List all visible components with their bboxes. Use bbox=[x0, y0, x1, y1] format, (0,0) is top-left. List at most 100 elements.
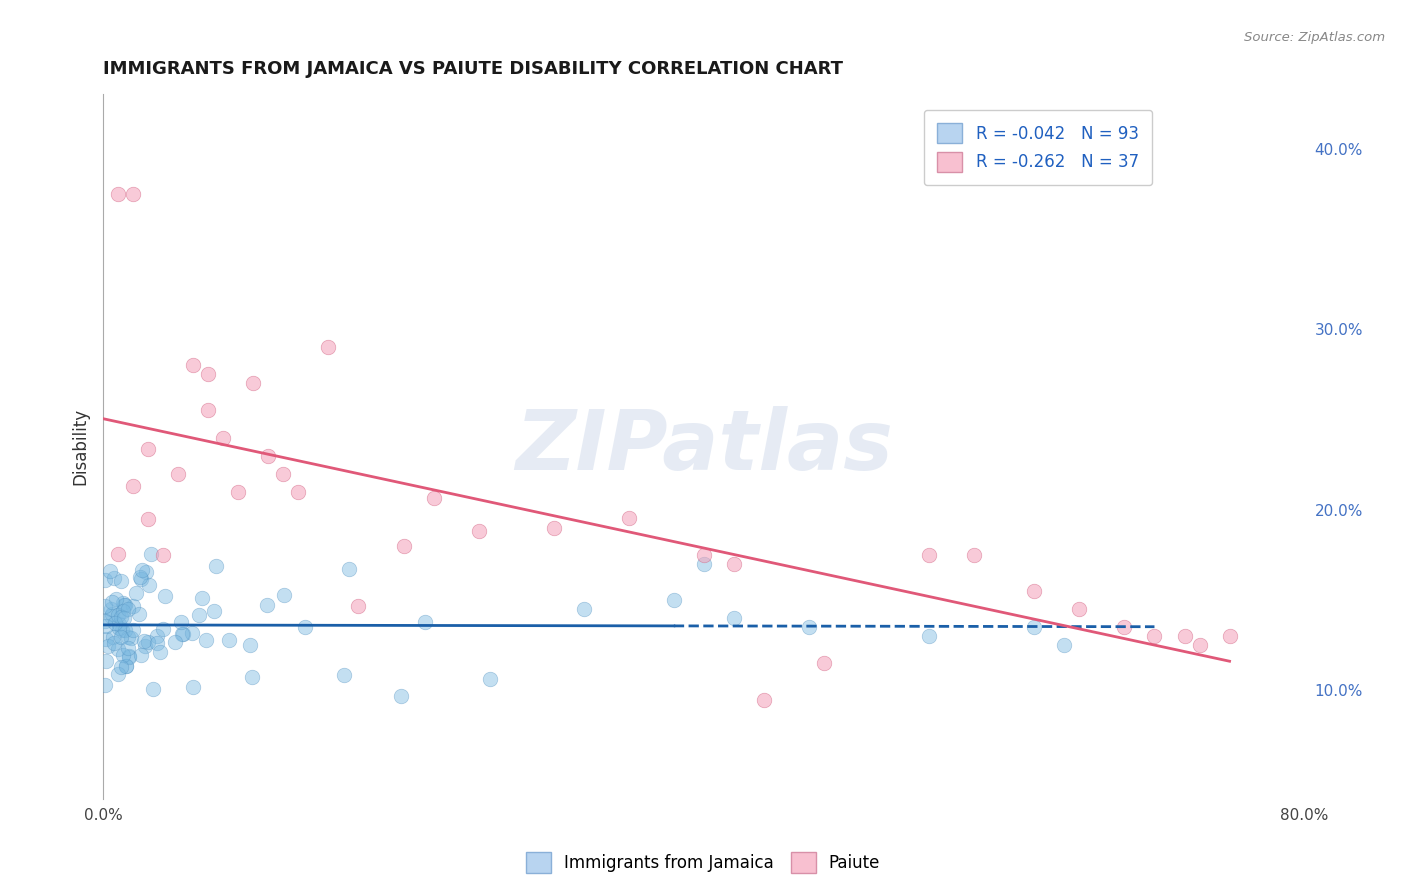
Point bbox=[104, 615, 127, 630]
Point bbox=[1114, 620, 1136, 634]
Point bbox=[118, 649, 141, 664]
Point bbox=[617, 510, 640, 524]
Point bbox=[112, 648, 135, 663]
Legend: R = -0.042   N = 93, R = -0.262   N = 37: R = -0.042 N = 93, R = -0.262 N = 37 bbox=[924, 110, 1152, 186]
Point bbox=[1173, 629, 1195, 643]
Point bbox=[107, 607, 129, 622]
Point bbox=[152, 622, 174, 636]
Point bbox=[97, 640, 120, 654]
Point bbox=[129, 572, 152, 586]
Point bbox=[287, 484, 309, 499]
Point bbox=[146, 629, 169, 643]
Point bbox=[543, 521, 565, 535]
Point bbox=[239, 638, 262, 652]
Point bbox=[240, 670, 263, 684]
Point bbox=[93, 614, 115, 628]
Point bbox=[347, 599, 370, 614]
Point bbox=[114, 623, 136, 637]
Point bbox=[205, 558, 228, 573]
Point bbox=[110, 660, 132, 674]
Point bbox=[479, 672, 502, 686]
Point bbox=[136, 512, 159, 526]
Point bbox=[752, 693, 775, 707]
Point bbox=[572, 602, 595, 616]
Point bbox=[693, 557, 716, 571]
Point bbox=[128, 607, 150, 622]
Point bbox=[1024, 584, 1046, 599]
Point bbox=[93, 678, 115, 692]
Point bbox=[172, 627, 194, 641]
Point bbox=[96, 619, 118, 633]
Point bbox=[422, 491, 444, 506]
Point bbox=[963, 548, 986, 562]
Legend: Immigrants from Jamaica, Paiute: Immigrants from Jamaica, Paiute bbox=[519, 846, 887, 880]
Point bbox=[413, 615, 436, 629]
Point bbox=[167, 467, 190, 481]
Point bbox=[226, 484, 249, 499]
Point bbox=[111, 624, 134, 638]
Point bbox=[170, 615, 193, 629]
Point bbox=[118, 650, 141, 665]
Point bbox=[188, 608, 211, 623]
Point bbox=[112, 604, 135, 618]
Point bbox=[152, 548, 174, 562]
Point bbox=[115, 659, 138, 673]
Point bbox=[142, 682, 165, 697]
Point bbox=[180, 626, 202, 640]
Point bbox=[918, 629, 941, 643]
Point bbox=[122, 478, 145, 492]
Point bbox=[107, 667, 129, 681]
Point bbox=[1024, 620, 1046, 634]
Point bbox=[132, 634, 155, 648]
Point bbox=[110, 574, 132, 588]
Point bbox=[723, 611, 745, 625]
Point bbox=[111, 596, 134, 610]
Point bbox=[94, 599, 117, 614]
Point bbox=[1219, 629, 1241, 643]
Point bbox=[194, 632, 217, 647]
Point bbox=[120, 632, 142, 646]
Point bbox=[100, 602, 122, 616]
Point bbox=[136, 442, 159, 456]
Point bbox=[136, 635, 159, 649]
Point bbox=[107, 547, 129, 561]
Point bbox=[103, 630, 125, 644]
Point bbox=[112, 611, 135, 625]
Point bbox=[98, 565, 121, 579]
Point bbox=[138, 578, 160, 592]
Text: ZIPatlas: ZIPatlas bbox=[515, 406, 893, 487]
Point bbox=[110, 630, 132, 644]
Text: Source: ZipAtlas.com: Source: ZipAtlas.com bbox=[1244, 31, 1385, 45]
Point bbox=[197, 403, 219, 417]
Point bbox=[392, 539, 415, 553]
Point bbox=[723, 557, 745, 571]
Point bbox=[212, 431, 235, 445]
Point bbox=[135, 565, 157, 579]
Point bbox=[389, 689, 412, 703]
Point bbox=[107, 621, 129, 635]
Point bbox=[1053, 638, 1076, 652]
Point bbox=[149, 645, 172, 659]
Point bbox=[110, 610, 132, 624]
Point bbox=[122, 186, 145, 201]
Point bbox=[1188, 638, 1211, 652]
Point bbox=[163, 635, 186, 649]
Point bbox=[128, 570, 150, 584]
Point bbox=[112, 599, 135, 613]
Point bbox=[155, 589, 177, 603]
Point bbox=[131, 563, 153, 577]
Point bbox=[141, 547, 163, 561]
Point bbox=[117, 630, 139, 644]
Point bbox=[103, 571, 125, 585]
Point bbox=[918, 548, 941, 562]
Point bbox=[467, 524, 489, 538]
Point bbox=[107, 186, 129, 201]
Point bbox=[101, 607, 124, 621]
Point bbox=[117, 602, 139, 616]
Point bbox=[104, 591, 127, 606]
Point bbox=[122, 599, 145, 613]
Point bbox=[1069, 602, 1091, 616]
Point bbox=[183, 680, 205, 694]
Point bbox=[125, 586, 148, 600]
Point bbox=[100, 609, 122, 624]
